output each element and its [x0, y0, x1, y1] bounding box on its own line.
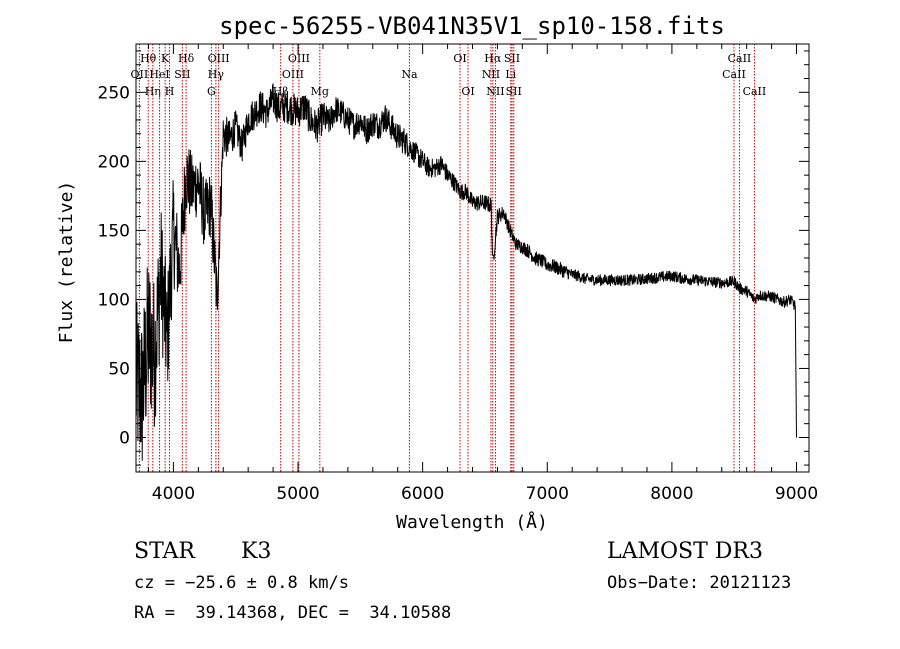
line-label: OI [453, 52, 466, 65]
line-label: NII [486, 85, 504, 98]
y-tick-label: 150 [98, 221, 130, 241]
line-label: OI [461, 85, 474, 98]
x-axis-label: Wavelength (Å) [396, 511, 548, 533]
line-label: K [161, 52, 170, 65]
coordinates: RA = 39.14368, DEC = 34.10588 [134, 603, 452, 623]
y-tick-label: 100 [98, 290, 130, 310]
line-label: Hα [484, 52, 502, 65]
line-label: SII [506, 85, 522, 98]
chart-title: spec-56255-VB041N35V1_sp10-158.fits [219, 12, 725, 40]
object-class: STAR [134, 539, 195, 564]
line-label: Mg [311, 85, 329, 98]
line-label: SII [174, 68, 190, 81]
x-tick-label: 5000 [276, 484, 319, 504]
object-subclass: K3 [241, 539, 272, 564]
redshift-velocity: cz = −25.6 ± 0.8 km/s [134, 573, 349, 593]
survey-name: LAMOST DR3 [607, 539, 763, 564]
x-tick-label: 9000 [775, 484, 818, 504]
line-label: Hη [145, 85, 161, 98]
line-label: NII [482, 68, 500, 81]
y-tick-label: 50 [108, 359, 130, 379]
line-label: CaII [722, 68, 746, 81]
line-label: CaII [728, 52, 752, 65]
line-label: Hγ [208, 68, 225, 81]
line-label: OII [131, 68, 149, 81]
line-label: SII [504, 52, 520, 65]
line-label: Li [505, 68, 516, 81]
spectrum-line [135, 83, 797, 461]
spectrum-layer [135, 83, 797, 461]
x-tick-label: 6000 [401, 484, 444, 504]
x-tick-label: 7000 [526, 484, 569, 504]
y-tick-label: 250 [98, 83, 130, 103]
line-label: Hδ [178, 52, 195, 65]
line-label: OIII [208, 52, 230, 65]
observation-date: Obs−Date: 20121123 [607, 573, 792, 593]
x-tick-label: 8000 [650, 484, 693, 504]
line-label: Na [401, 68, 418, 81]
y-axis-label: Flux (relative) [56, 181, 77, 344]
line-label: Hθ [140, 52, 157, 65]
y-tick-label: 200 [98, 152, 130, 172]
line-label: OIII [288, 52, 310, 65]
line-label: CaII [743, 85, 767, 98]
plot-frame [135, 43, 810, 473]
y-tick-label: 0 [119, 428, 130, 448]
x-tick-label: 4000 [152, 484, 195, 504]
line-label: G [207, 85, 216, 98]
line-label: HeI [149, 68, 169, 81]
line-label: OIII [282, 68, 304, 81]
line-label: H [165, 85, 175, 98]
axis-ticks: 4000 5000 6000 7000 8000 9000 0 50 100 150 200 250 [98, 44, 818, 504]
